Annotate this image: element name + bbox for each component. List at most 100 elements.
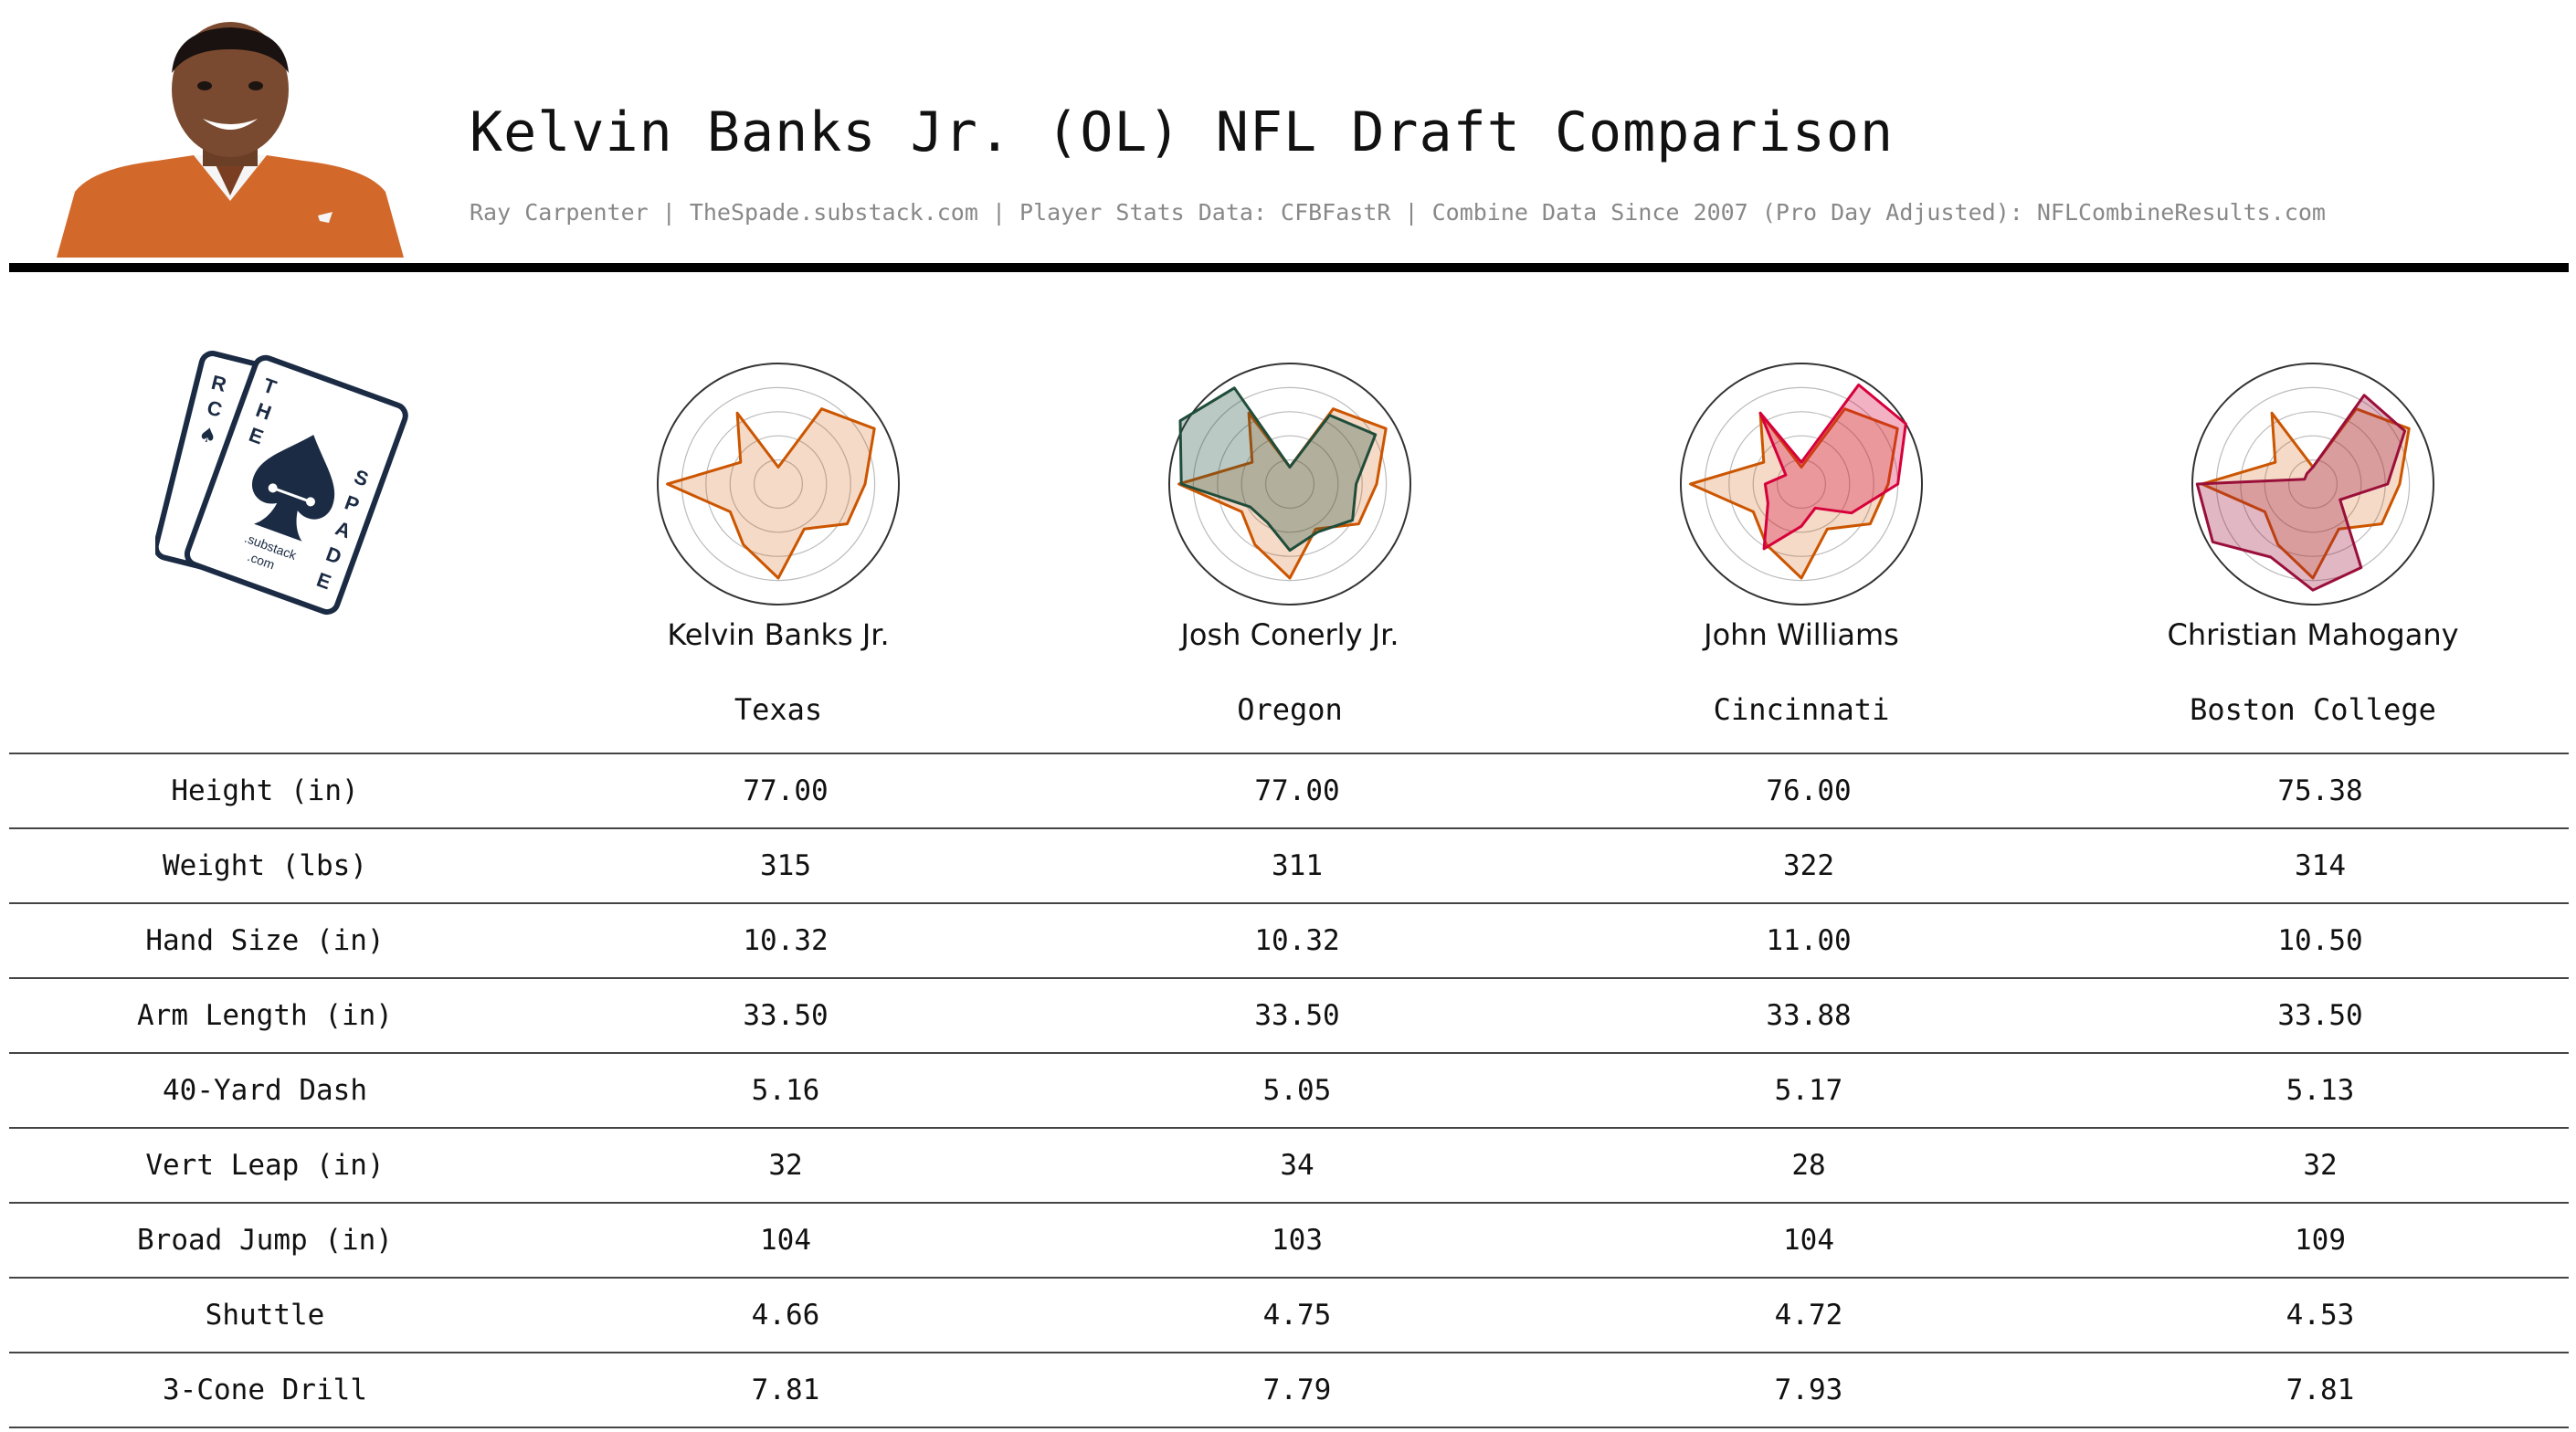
- table-cell: 7.93: [1774, 1374, 1843, 1406]
- table-row: 3-Cone Drill 7.81 7.79 7.93 7.81: [9, 1352, 2569, 1428]
- table-row: Hand Size (in) 10.32 10.32 11.00 10.50: [9, 902, 2569, 977]
- radar-grid-ring: [2287, 458, 2338, 509]
- table-cell: 322: [1783, 849, 1834, 882]
- radar-grid-ring: [1192, 386, 1388, 582]
- table-cell: 7.81: [2286, 1374, 2355, 1406]
- table-cell: 7.81: [751, 1374, 820, 1406]
- page-title: Kelvin Banks Jr. (OL) NFL Draft Comparis…: [470, 100, 1895, 164]
- player-school: Cincinnati: [1713, 692, 1890, 727]
- table-cell: 5.13: [2286, 1074, 2355, 1107]
- player-headshot: [57, 22, 404, 258]
- table-cell: 7.79: [1262, 1374, 1332, 1406]
- table-cell: 28: [1791, 1149, 1826, 1182]
- radar-grid-ring: [729, 435, 828, 533]
- radar-series-baseline: [1177, 407, 1388, 580]
- table-row: Shuttle 4.66 4.75 4.72 4.53: [9, 1277, 2569, 1352]
- table-cell: 10.32: [1254, 924, 1340, 957]
- table-cell: 4.72: [1774, 1299, 1843, 1332]
- row-label: Hand Size (in): [145, 924, 385, 957]
- table-cell: 75.38: [2277, 774, 2363, 807]
- player-name: Josh Conerly Jr.: [1180, 617, 1399, 652]
- table-row: Vert Leap (in) 32 34 28 32: [9, 1127, 2569, 1202]
- logo-letter: C: [205, 395, 225, 421]
- table-cell: 5.16: [751, 1074, 820, 1107]
- row-label: Broad Jump (in): [137, 1224, 393, 1257]
- player-name: Christian Mahogany: [2167, 617, 2459, 652]
- table-cell: 314: [2295, 849, 2346, 882]
- row-label: 40-Yard Dash: [163, 1074, 367, 1107]
- radar-chart-mahogany: [2191, 363, 2434, 605]
- table-cell: 315: [760, 849, 811, 882]
- radar-grid-ring: [1217, 411, 1363, 557]
- player-school: Oregon: [1237, 692, 1343, 727]
- table-row: Broad Jump (in) 104 103 104 109: [9, 1202, 2569, 1277]
- table-cell: 76.00: [1766, 774, 1852, 807]
- radar-grid-ring: [681, 386, 876, 582]
- table-cell: 32: [768, 1149, 803, 1182]
- table-cell: 104: [1783, 1224, 1834, 1257]
- table-row: Height (in) 77.00 77.00 76.00 75.38: [9, 753, 2569, 827]
- table-cell: 10.50: [2277, 924, 2363, 957]
- table-row: 40-Yard Dash 5.16 5.05 5.17 5.13: [9, 1052, 2569, 1127]
- header-divider: [9, 263, 2569, 272]
- radar-chart-williams: [1680, 363, 1923, 605]
- radar-outer-ring: [657, 363, 900, 605]
- radar-grid-ring: [705, 411, 851, 557]
- radar-grid-ring: [1752, 435, 1851, 533]
- radar-grid-ring: [1728, 411, 1874, 557]
- player-school: Boston College: [2190, 692, 2436, 727]
- table-cell: 4.66: [751, 1299, 820, 1332]
- row-label: Vert Leap (in): [145, 1149, 385, 1182]
- header: Kelvin Banks Jr. (OL) NFL Draft Comparis…: [0, 0, 2576, 274]
- row-label: 3-Cone Drill: [163, 1374, 367, 1406]
- table-cell: 33.50: [2277, 999, 2363, 1032]
- radar-series-baseline: [1689, 407, 1899, 580]
- table-cell: 10.32: [743, 924, 829, 957]
- table-cell: 104: [760, 1224, 811, 1257]
- row-label: Shuttle: [205, 1299, 325, 1332]
- radar-outer-ring: [2191, 363, 2434, 605]
- radar-grid-ring: [753, 458, 803, 509]
- radar-grid-ring: [1776, 458, 1826, 509]
- table-row: Arm Length (in) 33.50 33.50 33.88 33.50: [9, 977, 2569, 1052]
- page-subtitle: Ray Carpenter | TheSpade.substack.com | …: [470, 199, 2326, 226]
- combine-table: Height (in) 77.00 77.00 76.00 75.38 Weig…: [9, 753, 2569, 1428]
- player-name: Kelvin Banks Jr.: [667, 617, 890, 652]
- the-spade-logo: R C ♠ T H E .substack .com S P A D E: [155, 351, 408, 616]
- table-cell: 34: [1280, 1149, 1314, 1182]
- radar-series-baseline: [666, 407, 876, 580]
- radar-chart-banks: [657, 363, 900, 605]
- table-cell: 311: [1272, 849, 1323, 882]
- logo-letter: R: [209, 371, 229, 396]
- player-name: John Williams: [1704, 617, 1899, 652]
- table-cell: 5.05: [1262, 1074, 1332, 1107]
- radar-series-comparison: [2195, 394, 2407, 592]
- table-row: Weight (lbs) 315 311 322 314: [9, 827, 2569, 902]
- table-cell: 33.50: [1254, 999, 1340, 1032]
- spade-icon: [252, 435, 335, 542]
- table-cell: 32: [2303, 1149, 2338, 1182]
- radar-series-comparison: [1178, 386, 1378, 553]
- table-cell: 33.88: [1766, 999, 1852, 1032]
- radar-outer-ring: [1168, 363, 1411, 605]
- table-cell: 5.17: [1774, 1074, 1843, 1107]
- table-cell: 4.53: [2286, 1299, 2355, 1332]
- radar-outer-ring: [1680, 363, 1923, 605]
- radar-grid-ring: [2264, 435, 2362, 533]
- player-school: Texas: [734, 692, 823, 727]
- radar-series-comparison: [1758, 383, 1907, 551]
- table-cell: 4.75: [1262, 1299, 1332, 1332]
- row-label: Height (in): [171, 774, 359, 807]
- table-cell: 103: [1272, 1224, 1323, 1257]
- row-label: Arm Length (in): [137, 999, 393, 1032]
- radar-series-baseline: [2201, 407, 2411, 580]
- table-cell: 77.00: [1254, 774, 1340, 807]
- radar-grid-ring: [1264, 458, 1314, 509]
- row-label: Weight (lbs): [163, 849, 367, 882]
- table-cell: 77.00: [743, 774, 829, 807]
- table-cell: 109: [2295, 1224, 2346, 1257]
- radar-grid-ring: [1240, 435, 1339, 533]
- radar-chart-conerly: [1168, 363, 1411, 605]
- table-cell: 33.50: [743, 999, 829, 1032]
- table-cell: 11.00: [1766, 924, 1852, 957]
